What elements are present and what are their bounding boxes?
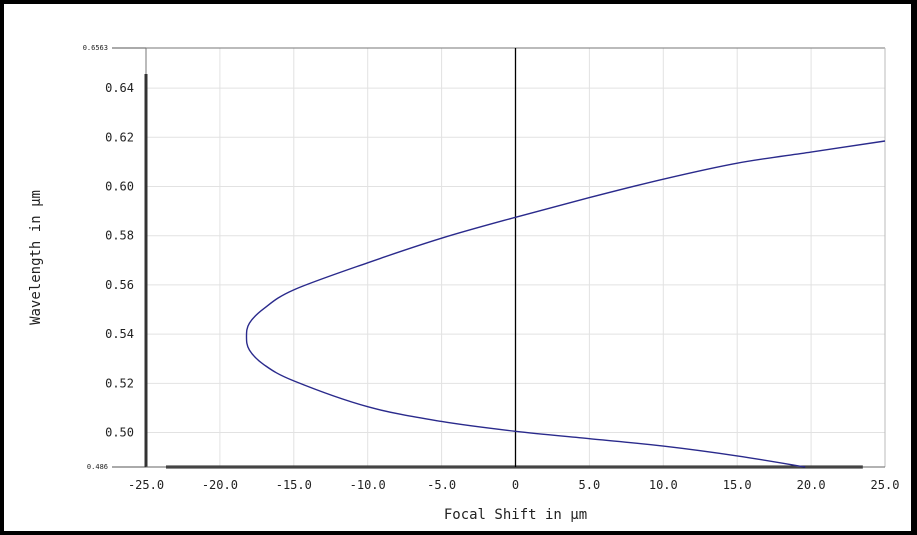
y-tick-label: 0.52 [105,376,134,390]
x-tick-label: -5.0 [427,478,456,492]
x-tick-label: 15.0 [723,478,752,492]
chart-frame: -25.0 -20.0 -15.0 -10.0 -5.0 0 5.0 10.0 15.0 20.0… [4,4,911,531]
x-axis-label: Focal Shift in µm [444,507,587,523]
x-tick-label: 0 [512,478,519,492]
axes [112,47,886,469]
x-tick-labels: -25.0 -20.0 -15.0 -10.0 -5.0 0 5.0 10.0 15.0 20.0… [128,478,900,492]
y-min-label: 0.486 [87,463,108,471]
x-tick-label: 5.0 [579,478,601,492]
x-tick-label: -10.0 [350,478,386,492]
x-tick-label: 10.0 [649,478,678,492]
x-tick-label: -25.0 [128,478,164,492]
x-tick-label: 25.0 [871,478,900,492]
wavelength-curve [245,140,886,468]
plot-area [245,140,886,468]
y-axis-label: Wavelength in µm [28,190,44,325]
y-tick-label: 0.56 [105,278,134,292]
y-tick-label: 0.50 [105,426,134,440]
y-tick-labels: 0.50 0.52 0.54 0.56 0.58 0.60 0.62 0.64 0.6563 0.… [83,44,134,471]
y-tick-label: 0.60 [105,180,134,194]
y-tick-label: 0.62 [105,130,134,144]
focal-shift-chart: -25.0 -20.0 -15.0 -10.0 -5.0 0 5.0 10.0 15.0 20.0… [28,44,900,523]
y-tick-label: 0.64 [105,81,134,95]
y-tick-label: 0.58 [105,229,134,243]
x-tick-label: 20.0 [797,478,826,492]
y-max-label: 0.6563 [83,44,108,52]
y-tick-label: 0.54 [105,327,134,341]
x-tick-label: -20.0 [202,478,238,492]
x-tick-label: -15.0 [276,478,312,492]
